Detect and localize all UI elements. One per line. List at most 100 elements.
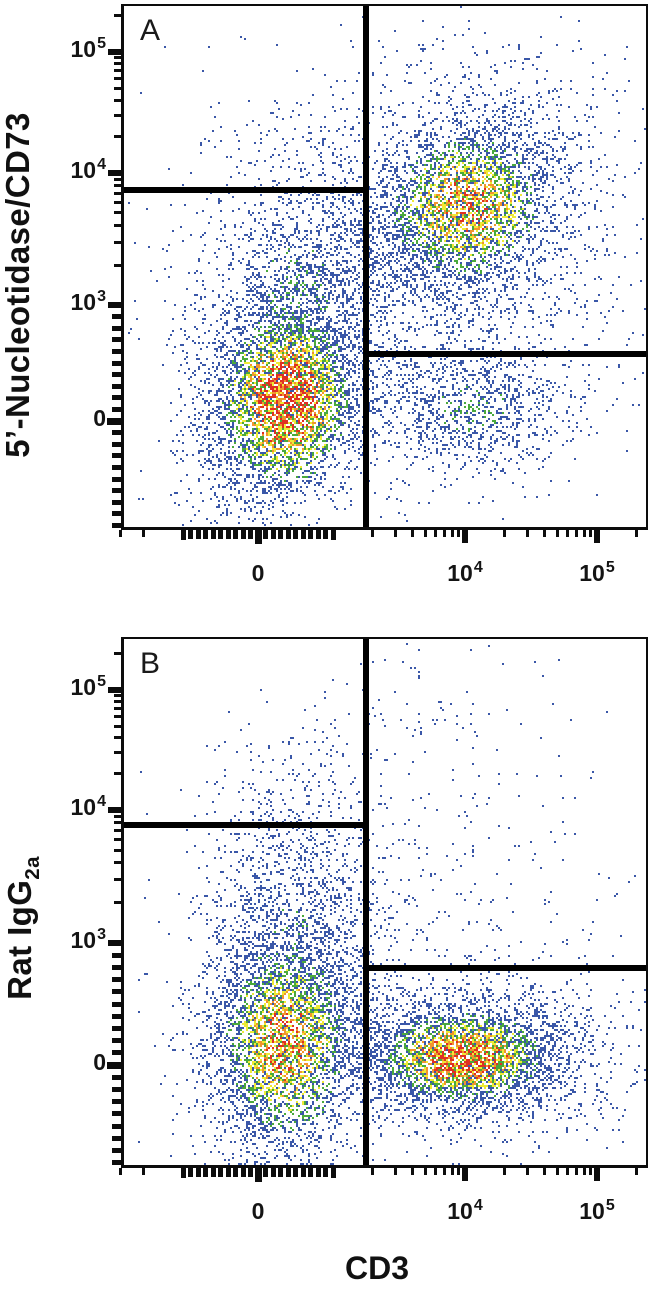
y-axis-tick	[112, 952, 121, 958]
x-axis-tick	[225, 1168, 231, 1177]
y-axis-tick	[114, 224, 121, 228]
x-axis-tick	[233, 1168, 238, 1177]
x-axis-tick	[555, 1168, 559, 1175]
panel-a-plot-area: A	[121, 4, 648, 530]
y-axis-tick	[112, 989, 121, 995]
x-axis-tick	[594, 530, 600, 543]
y-axis-tick	[108, 302, 121, 308]
x-axis-tick	[180, 530, 186, 540]
x-axis-tick	[315, 1168, 321, 1177]
x-axis-tick	[188, 530, 193, 539]
panel-b-quadrant-gate-horizontal-left	[124, 822, 369, 828]
x-axis-tick-label: 105	[552, 1197, 642, 1226]
y-axis-tick	[112, 1123, 121, 1129]
x-axis-tick	[566, 1168, 570, 1175]
y-axis-tick	[114, 77, 121, 81]
panel-a-y-axis-title-text: 5’-Nucleotidase/CD73	[0, 112, 37, 458]
x-axis-tick	[582, 530, 586, 537]
y-axis-tick	[114, 191, 121, 195]
panel-a-density-dot-canvas	[124, 6, 646, 527]
panel-b-y-axis-title-text: Rat IgG	[1, 879, 39, 1000]
x-axis-tick-label: 104	[420, 1197, 510, 1226]
tick-label-base: 10	[579, 560, 605, 586]
y-axis-tick	[114, 700, 121, 704]
x-axis-tick	[300, 1168, 306, 1177]
x-axis-tick	[434, 530, 438, 537]
y-axis-tick	[112, 337, 121, 343]
y-axis-tick	[114, 848, 121, 852]
panel-b-quadrant-gate-vertical	[363, 639, 369, 1165]
x-axis-tick	[270, 530, 276, 539]
x-axis-tick	[434, 1168, 438, 1175]
x-axis-tick	[263, 530, 268, 539]
x-axis-tick	[575, 1168, 579, 1175]
y-axis-tick	[114, 736, 121, 740]
y-axis-tick-label: 104	[36, 156, 107, 185]
x-axis-tick	[278, 530, 283, 539]
y-axis-tick	[114, 240, 121, 244]
tick-label-base: 0	[93, 405, 106, 431]
tick-label-base: 10	[70, 674, 97, 700]
y-axis-tick-label: 0	[36, 405, 106, 433]
y-axis-tick	[114, 86, 121, 90]
x-axis-title: CD3	[344, 1250, 409, 1286]
panel-b-y-axis-title-subscript: 2a	[20, 856, 44, 880]
y-axis-tick	[112, 1025, 121, 1031]
y-axis-tick-label: 0	[36, 1049, 106, 1077]
y-axis-tick-label: 105	[36, 673, 107, 702]
y-axis-tick	[112, 372, 121, 378]
x-axis-tick-label: 104	[420, 559, 510, 588]
y-axis-tick	[114, 829, 121, 833]
tick-label-base: 0	[251, 560, 265, 586]
x-axis-tick	[394, 530, 398, 537]
x-axis-tick	[195, 530, 201, 539]
x-axis-tick	[118, 530, 122, 537]
panel-a-quadrant-gate-horizontal-left	[124, 187, 369, 193]
tick-label-base: 10	[447, 560, 473, 586]
y-axis-tick	[114, 724, 121, 728]
x-axis-tick	[240, 530, 246, 539]
x-axis-tick-label: 0	[213, 1198, 303, 1226]
tick-label-exponent: 4	[473, 559, 483, 576]
y-axis-tick	[112, 430, 121, 436]
x-axis-tick	[118, 1168, 122, 1175]
x-axis-tick	[218, 1168, 223, 1177]
y-axis-tick	[114, 838, 121, 841]
y-axis-tick	[114, 14, 121, 18]
y-axis-tick	[112, 464, 121, 470]
x-axis-tick	[308, 530, 313, 539]
x-axis-tick	[594, 1168, 600, 1181]
tick-label-exponent: 5	[97, 35, 106, 52]
y-axis-tick	[112, 360, 121, 366]
x-axis-tick	[300, 530, 306, 539]
panel-b-label: B	[140, 647, 161, 680]
y-axis-tick	[114, 69, 121, 73]
x-axis-tick	[462, 1168, 468, 1181]
y-axis-tick	[112, 1135, 121, 1141]
x-axis-tick	[263, 1168, 268, 1177]
x-axis-tick	[323, 530, 328, 539]
x-axis-tick	[542, 1168, 546, 1175]
y-axis-tick	[112, 522, 121, 528]
y-axis-tick	[112, 1111, 121, 1117]
x-axis-tick	[210, 1168, 216, 1177]
x-axis-tick	[225, 530, 231, 539]
y-axis-tick	[112, 1147, 121, 1153]
y-axis-tick	[112, 395, 121, 401]
x-axis-tick	[542, 530, 546, 537]
x-axis-tick	[503, 530, 507, 537]
x-axis-tick	[203, 1168, 208, 1177]
x-axis-tick	[203, 530, 208, 539]
x-axis-tick	[315, 530, 321, 539]
x-axis-tick	[248, 530, 253, 539]
panel-a-quadrant-gate-horizontal-right	[363, 351, 646, 357]
panel-a-label: A	[140, 14, 161, 47]
x-axis-tick	[195, 1168, 201, 1177]
y-axis-tick	[114, 113, 121, 117]
x-axis-tick	[457, 530, 461, 537]
x-axis-tick	[566, 530, 570, 537]
x-axis-tick-label: 105	[552, 559, 642, 588]
y-axis-tick	[114, 62, 121, 66]
tick-label-exponent: 4	[97, 156, 106, 173]
